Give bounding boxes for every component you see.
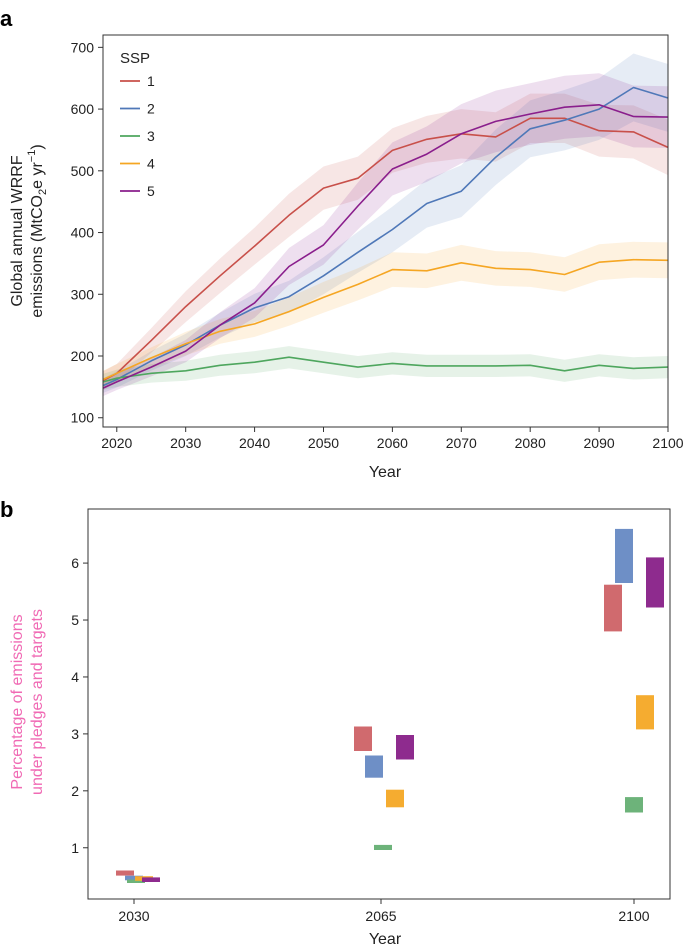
legend-title: SSP [120, 50, 150, 67]
bar-ssp-3-2100 [625, 797, 643, 813]
band-ssp-3 [103, 346, 668, 390]
legend-label-ssp-5: 5 [147, 183, 155, 199]
bar-ssp-1-2100 [604, 584, 622, 632]
bar-ssp-3-2030 [127, 879, 145, 883]
bar-ssp-3-2065 [374, 844, 392, 850]
panel-b-y-axis-label: Percentage of emissions under pledges an… [9, 609, 46, 795]
y-tick-label: 1 [71, 840, 79, 856]
band-ssp-2 [103, 53, 668, 393]
line-ssp-1 [102, 117, 669, 382]
legend-label-ssp-2: 2 [147, 101, 155, 117]
bar-ssp-5-2100 [646, 557, 664, 608]
x-tick-label: 2090 [584, 435, 615, 451]
y-tick-label: 2 [71, 783, 79, 799]
x-tick-label: 2100 [652, 435, 683, 451]
x-tick-label: 2060 [377, 435, 408, 451]
y-tick-label: 400 [71, 225, 95, 241]
y-tick-label: 300 [71, 286, 95, 302]
y-tick-label: 6 [71, 555, 79, 571]
band-ssp-5 [103, 73, 668, 397]
x-tick-label: 2070 [446, 435, 477, 451]
panel-b-range-chart: 2030 2065 2100 1 2 3 4 5 6 Year Percentage of e… [9, 508, 671, 947]
panel-b-label: b [0, 497, 13, 522]
series-lines [102, 86, 669, 389]
y-tick-label: 3 [71, 726, 79, 742]
y-tick-label: 500 [71, 163, 95, 179]
y-tick-label: 100 [71, 410, 95, 426]
y-tick-label: 5 [71, 612, 79, 628]
panel-b-x-axis-label: Year [369, 931, 402, 947]
bar-ssp-1-2030 [116, 870, 134, 876]
line-ssp-4 [102, 258, 669, 381]
bar-ssp-2-2100 [615, 528, 633, 583]
ylabel-subscript: 2 [37, 189, 49, 195]
panel-a-y-axis-label: Global annual WRRF emissions (MtCO2e yr−… [9, 144, 49, 317]
legend-label-ssp-3: 3 [147, 128, 155, 144]
panel-b-ylabel-line1: Percentage of emissions [9, 614, 26, 789]
panel-a-ylabel-line2: emissions (MtCO2e yr−1) [26, 144, 49, 317]
uncertainty-bands [103, 53, 668, 397]
panel-a-axes-frame [102, 34, 669, 428]
legend: SSP 1 2 3 4 5 [120, 50, 155, 199]
x-tick-label: 2100 [618, 908, 649, 924]
panel-a-y-ticks: 100 200 300 400 500 600 700 [71, 39, 103, 426]
line-ssp-2 [102, 86, 669, 387]
x-tick-label: 2020 [101, 435, 132, 451]
legend-label-ssp-1: 1 [147, 73, 155, 89]
y-tick-label: 4 [71, 669, 79, 685]
panel-b-x-ticks: 2030 2065 2100 [118, 899, 650, 924]
line-ssp-5 [102, 104, 669, 389]
x-tick-label: 2040 [239, 435, 270, 451]
legend-label-ssp-4: 4 [147, 156, 155, 172]
panel-a-ylabel-line1: Global annual WRRF [9, 155, 26, 306]
y-tick-label: 700 [71, 39, 95, 55]
line-ssp-3 [102, 356, 669, 383]
x-tick-label: 2080 [515, 435, 546, 451]
panel-b-y-ticks: 1 2 3 4 5 6 [71, 555, 88, 856]
band-ssp-1 [103, 93, 668, 390]
panel-a-x-axis-label: Year [369, 464, 402, 481]
ylabel-superscript: −1 [26, 150, 38, 163]
x-tick-label: 2065 [365, 908, 396, 924]
bar-ssp-2-2030 [125, 875, 143, 881]
y-tick-label: 200 [71, 348, 95, 364]
x-tick-label: 2030 [118, 908, 149, 924]
panel-b-axes-frame [87, 508, 671, 900]
panel-a-line-chart: 2020 2030 2040 2050 2060 2070 2080 2090 2100 100… [9, 34, 684, 481]
panel-b-ylabel-line2: under pledges and targets [29, 609, 46, 795]
bar-ssp-2-2065 [365, 755, 383, 778]
bar-ssp-1-2065 [354, 726, 372, 751]
panel-a-label: a [0, 6, 13, 31]
panel-a-x-ticks: 2020 2030 2040 2050 2060 2070 2080 2090 2100 [101, 427, 684, 451]
bar-ssp-5-2030 [142, 877, 160, 882]
ylabel-post: ) [29, 144, 46, 149]
ylabel-mid: e yr [29, 162, 46, 189]
band-ssp-4 [103, 241, 668, 389]
bar-ssp-4-2065 [386, 789, 404, 808]
y-tick-label: 600 [71, 101, 95, 117]
bar-ssp-5-2065 [396, 735, 414, 760]
x-tick-label: 2050 [308, 435, 339, 451]
x-tick-label: 2030 [170, 435, 201, 451]
bar-ssp-4-2100 [636, 695, 654, 730]
ylabel-pre: emissions (MtCO [29, 195, 46, 318]
range-bars [116, 528, 664, 883]
